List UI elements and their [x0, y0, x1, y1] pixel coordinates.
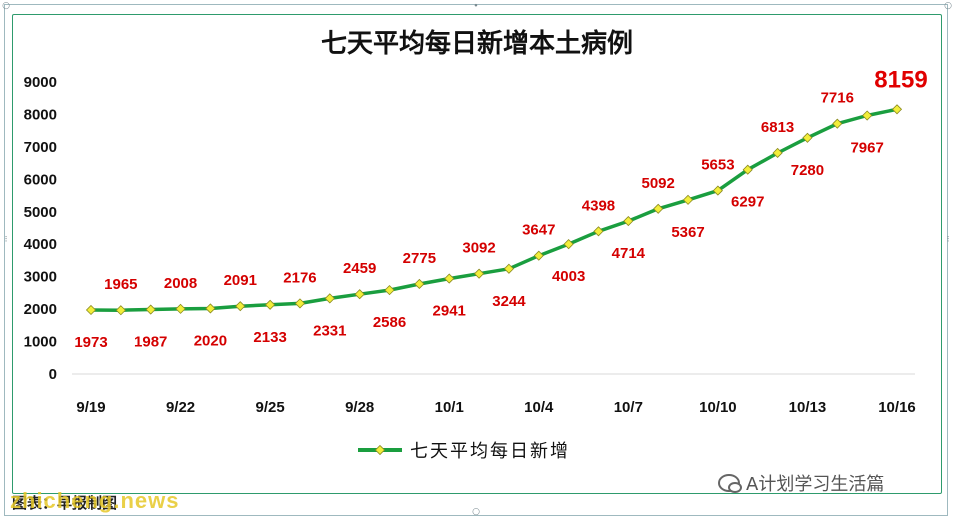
- chart-title: 七天平均每日新增本土病例: [321, 28, 633, 59]
- x-tick-label-10-7: 10/7: [614, 399, 643, 416]
- data-point-9-25: [265, 299, 276, 310]
- data-labels: 1973 1965 1987 2008 2020 2091 2133 2176 2331 2459…: [74, 66, 927, 351]
- y-tick-label-0: 0: [49, 366, 57, 383]
- x-tick-label-10-4: 10/4: [524, 399, 554, 416]
- data-label-9-29: 2586: [373, 314, 406, 331]
- data-point-9-30: [414, 278, 425, 290]
- y-tick-label-4000: 4000: [24, 236, 57, 253]
- x-tick-label-10-16: 10/16: [878, 399, 916, 416]
- wechat-icon: [718, 474, 742, 493]
- data-label-9-21: 1987: [134, 334, 167, 351]
- data-label-9-23: 2020: [194, 332, 227, 349]
- data-point-10-9: [682, 194, 694, 205]
- y-axis-ticks: 0 1000 2000 3000 4000 5000 6000 7000 8000 9000: [24, 74, 57, 383]
- data-label-10-9: 5367: [671, 224, 704, 241]
- data-label-10-1: 2941: [433, 303, 466, 320]
- data-label-10-2: 3092: [462, 240, 495, 257]
- wechat-watermark: A计划学习生活篇: [718, 470, 884, 496]
- resize-handle-right[interactable]: ⁝: [946, 235, 950, 245]
- data-point-9-29: [384, 285, 395, 296]
- data-point-10-6: [593, 226, 604, 237]
- y-tick-label-9000: 9000: [24, 74, 57, 91]
- x-tick-label-9-22: 9/22: [166, 399, 195, 416]
- data-point-10-14: [832, 118, 843, 129]
- data-point-9-23: [205, 303, 216, 314]
- site-watermark: zhicheng.news: [10, 488, 180, 513]
- legend-marker-swatch: [374, 444, 386, 456]
- series-layer: [85, 104, 903, 316]
- data-point-10-10: [712, 185, 723, 196]
- data-label-10-14: 7716: [821, 90, 854, 107]
- wechat-watermark-text: A计划学习生活篇: [746, 474, 885, 495]
- y-tick-label-3000: 3000: [24, 269, 57, 286]
- data-point-10-12: [772, 147, 783, 159]
- data-label-10-13: 7280: [791, 162, 824, 179]
- data-point-10-16: [891, 104, 903, 115]
- series-line: [89, 107, 899, 312]
- data-label-9-24: 2091: [224, 272, 257, 289]
- data-point-9-27: [324, 293, 335, 304]
- x-tick-label-10-1: 10/1: [435, 399, 464, 416]
- data-point-9-26: [294, 298, 306, 309]
- data-point-9-22: [175, 303, 186, 314]
- outer-frame: [4, 4, 948, 516]
- data-label-10-15: 7967: [850, 140, 883, 157]
- data-point-10-8: [653, 203, 664, 214]
- resize-handle-left[interactable]: ⁝: [4, 235, 8, 245]
- y-tick-label-6000: 6000: [24, 171, 57, 188]
- data-point-9-20: [115, 305, 126, 316]
- data-point-10-1: [444, 273, 455, 284]
- data-point-9-21: [145, 304, 156, 315]
- data-point-10-5: [563, 239, 574, 250]
- x-tick-label-9-28: 9/28: [345, 399, 374, 416]
- data-point-9-24: [235, 301, 246, 312]
- data-label-10-10: 5653: [701, 157, 734, 174]
- y-tick-label-8000: 8000: [24, 106, 57, 123]
- y-tick-label-1000: 1000: [24, 334, 57, 351]
- y-tick-label-5000: 5000: [24, 204, 57, 221]
- data-label-10-11: 6297: [731, 194, 764, 211]
- data-label-10-3: 3244: [492, 293, 526, 310]
- data-label-9-19: 1973: [74, 334, 107, 351]
- resize-handle-top-left[interactable]: ○: [2, 1, 10, 11]
- data-label-10-4: 3647: [522, 222, 555, 239]
- data-label-9-20: 1965: [104, 276, 137, 293]
- data-point-10-13: [802, 132, 813, 143]
- data-label-9-25: 2133: [253, 329, 286, 346]
- x-tick-label-9-19: 9/19: [76, 399, 105, 416]
- resize-handle-top[interactable]: ∙: [473, 1, 479, 11]
- legend: 七天平均每日新增: [358, 441, 570, 462]
- data-point-9-28: [354, 289, 365, 300]
- data-point-10-3: [503, 263, 514, 274]
- data-label-10-6: 4398: [582, 197, 615, 214]
- chart-panel: [12, 14, 942, 494]
- legend-series-name: 七天平均每日新增: [410, 441, 570, 462]
- resize-handle-bottom[interactable]: ○: [472, 507, 480, 517]
- data-label-10-7: 4714: [612, 245, 646, 262]
- data-label-9-22: 2008: [164, 275, 197, 292]
- source-caption: 图表：早报制图: [12, 494, 118, 512]
- data-label-9-26: 2176: [283, 269, 316, 286]
- data-label-10-5: 4003: [552, 268, 585, 285]
- y-tick-label-2000: 2000: [24, 301, 57, 318]
- x-tick-label-9-25: 9/25: [256, 399, 285, 416]
- data-point-10-4: [533, 250, 544, 261]
- data-point-10-15: [862, 110, 873, 121]
- data-label-10-8: 5092: [641, 175, 674, 192]
- resize-handle-top-right[interactable]: ○: [944, 1, 952, 11]
- x-tick-label-10-13: 10/13: [789, 399, 827, 416]
- data-point-10-2: [474, 268, 485, 279]
- data-label-9-27: 2331: [313, 322, 346, 339]
- data-point-10-11: [742, 164, 753, 175]
- data-point-10-7: [623, 215, 634, 227]
- data-label-10-12: 6813: [761, 119, 794, 136]
- y-tick-label-7000: 7000: [24, 139, 57, 156]
- data-label-9-28: 2459: [343, 260, 376, 277]
- data-point-9-19: [85, 304, 97, 316]
- data-label-9-30: 2775: [403, 250, 436, 267]
- data-label-10-16: 8159: [874, 66, 927, 93]
- x-axis-ticks: 9/19 9/22 9/25 9/28 10/1 10/4 10/7 10/10 10/13 10…: [76, 399, 915, 416]
- x-tick-label-10-10: 10/10: [699, 399, 737, 416]
